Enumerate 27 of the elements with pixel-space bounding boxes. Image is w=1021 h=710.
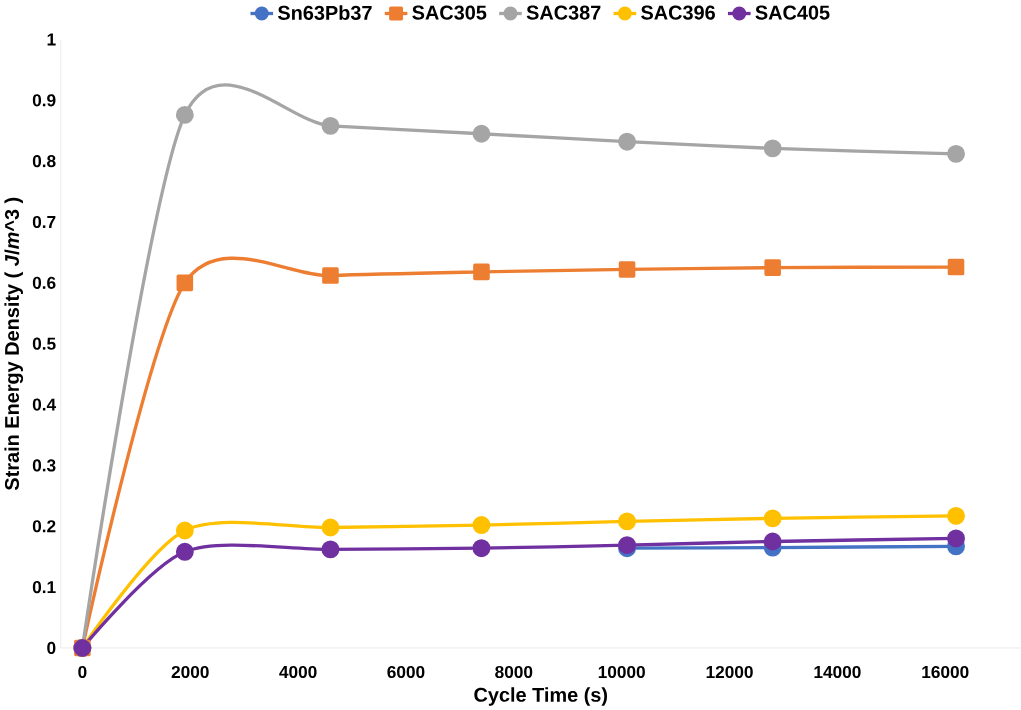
x-tick-label: 8000 [495, 665, 533, 679]
x-tick-label: 4000 [279, 665, 317, 679]
x-tick-label: 14000 [814, 665, 861, 679]
legend-label: SAC387 [526, 5, 601, 20]
x-tick-label: 16000 [922, 665, 969, 679]
x-tick-label: 10000 [598, 665, 645, 679]
y-tick-label: 0.2 [32, 520, 56, 533]
legend-label: Sn63Pb37 [277, 5, 372, 20]
y-tick-label: 0.9 [32, 94, 56, 107]
y-tick-label: 0.7 [32, 215, 56, 229]
y-tick-label: 1 [47, 33, 56, 46]
legend-label: SAC396 [641, 5, 715, 20]
y-tick-label: 0.8 [32, 154, 56, 168]
x-axis-title: Cycle Time (s) [474, 687, 608, 706]
legend-label: SAC305 [412, 5, 487, 20]
y-tick-label: 0.4 [32, 398, 57, 411]
x-tick-label: 0 [78, 665, 87, 679]
y-tick-label: 0 [47, 641, 56, 654]
x-tick-label: 12000 [706, 665, 753, 679]
y-tick-label: 0.6 [32, 276, 56, 289]
y-tick-label: 0.1 [32, 580, 56, 594]
y-axis-title: Strain Energy Density ( J/m^3 ) [4, 197, 24, 490]
y-tick-label: 0.5 [32, 337, 56, 350]
x-tick-label: 6000 [387, 665, 425, 679]
y-tick-label: 0.3 [32, 459, 56, 472]
legend-label: SAC405 [755, 5, 830, 20]
x-tick-label: 2000 [171, 665, 209, 679]
